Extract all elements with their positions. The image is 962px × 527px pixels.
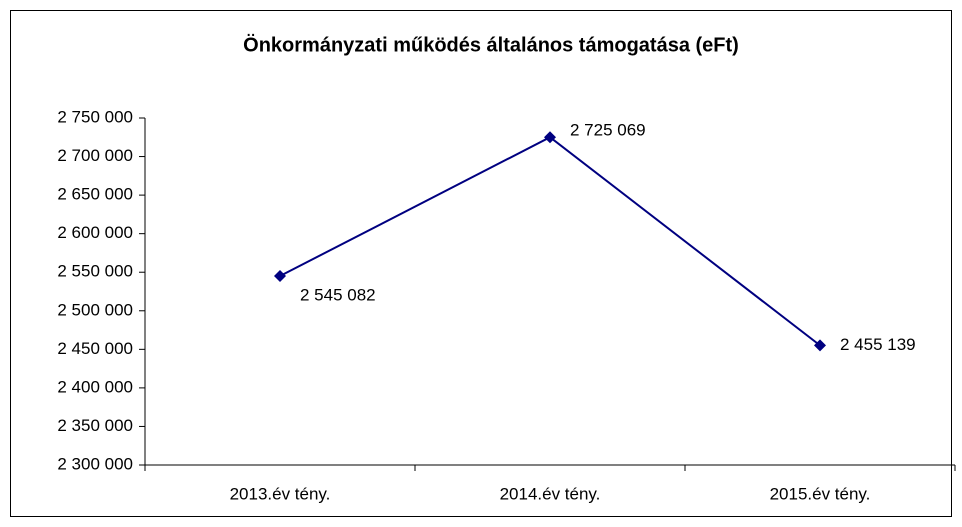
data-label: 2 455 139 [840, 335, 916, 354]
y-tick-label: 2 500 000 [57, 300, 133, 319]
y-tick-label: 2 450 000 [57, 339, 133, 358]
y-tick-label: 2 300 000 [57, 454, 133, 473]
y-tick-label: 2 650 000 [57, 185, 133, 204]
x-tick-label: 2015.év tény. [770, 484, 871, 503]
data-label: 2 545 082 [300, 285, 376, 304]
y-tick-label: 2 750 000 [57, 107, 133, 126]
marker [274, 270, 286, 283]
data-label: 2 725 069 [570, 121, 646, 140]
y-tick-label: 2 350 000 [57, 416, 133, 435]
y-tick-label: 2 400 000 [57, 377, 133, 396]
chart-title: Önkormányzati működés általános támogatá… [243, 33, 739, 56]
marker [544, 131, 556, 144]
y-tick-label: 2 550 000 [57, 262, 133, 281]
y-tick-label: 2 700 000 [57, 146, 133, 165]
x-tick-label: 2014.év tény. [500, 484, 601, 503]
chart-border [10, 10, 952, 517]
marker [814, 339, 826, 352]
x-tick-label: 2013.év tény. [230, 484, 331, 503]
y-tick-label: 2 600 000 [57, 223, 133, 242]
